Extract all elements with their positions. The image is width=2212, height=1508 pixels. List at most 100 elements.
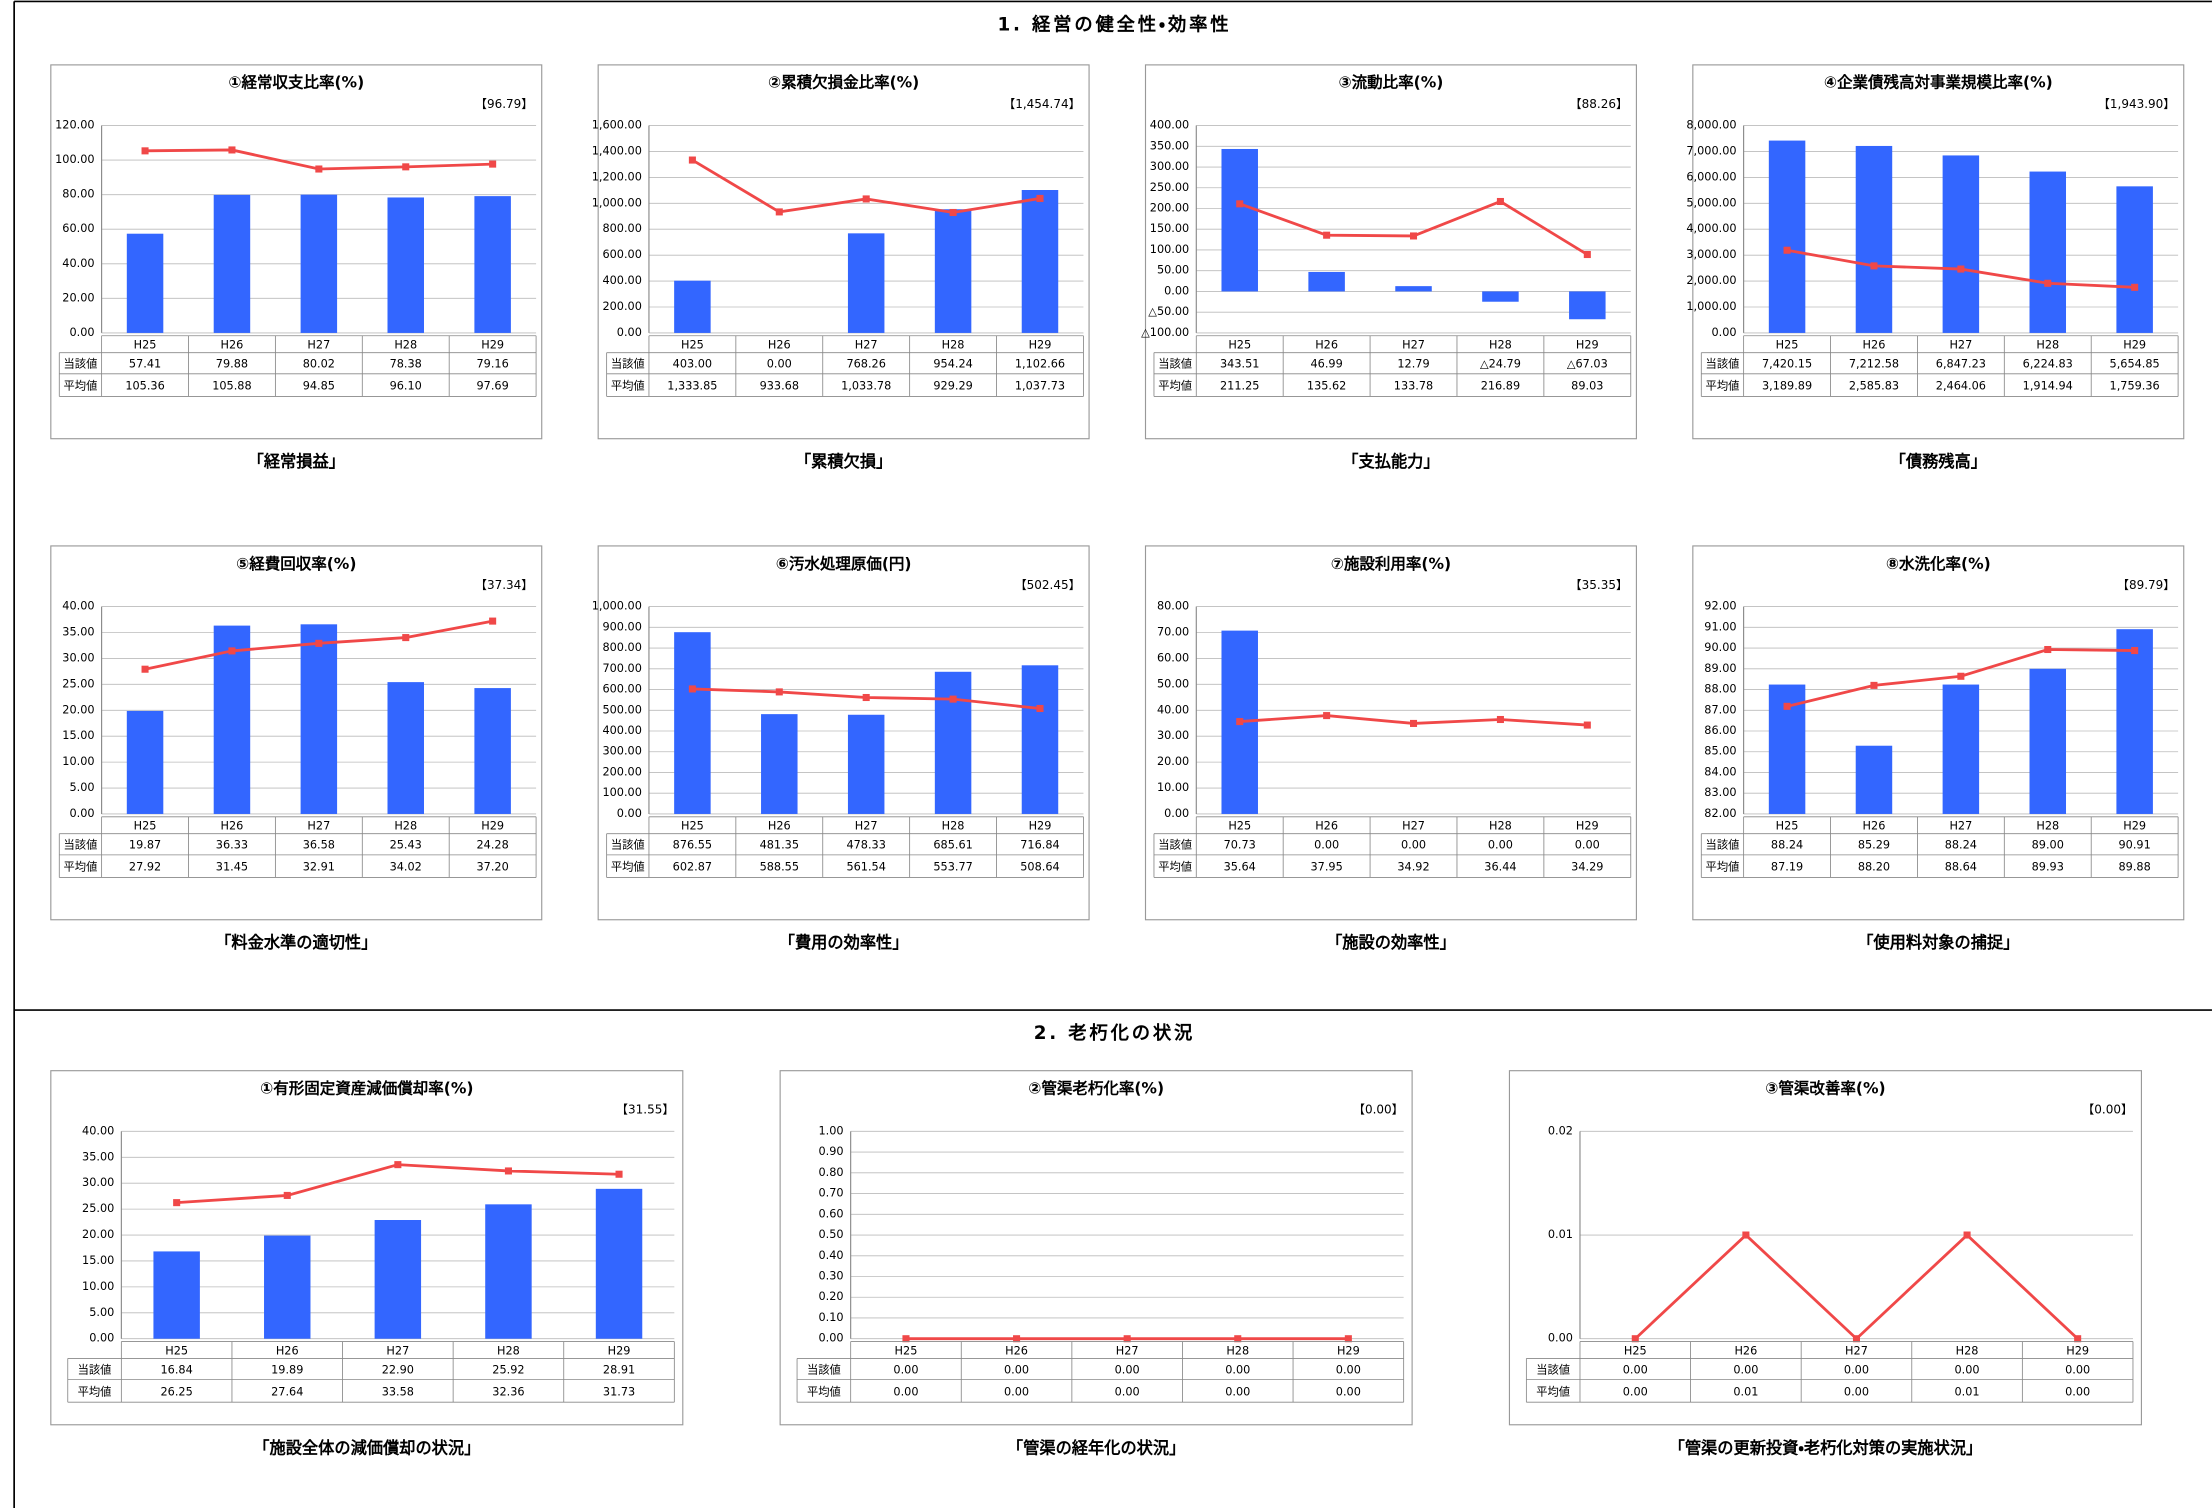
line-marker: [1583, 721, 1591, 729]
benchmark-note: 【35.35】: [1570, 578, 1628, 592]
y-tick-label: 91.00: [1704, 620, 1736, 633]
y-tick-label: 0.00: [69, 807, 94, 820]
table-value: 0.00: [1488, 839, 1513, 852]
y-tick-label: 400.00: [602, 724, 641, 737]
y-tick-label: 10.00: [1157, 781, 1189, 794]
bar: [126, 710, 164, 814]
line-marker: [402, 163, 410, 171]
bar: [474, 688, 511, 814]
line-marker: [2044, 645, 2052, 654]
x-tick-label: H25: [1776, 820, 1799, 833]
line-marker: [949, 695, 957, 703]
bar: [1482, 291, 1519, 302]
table-value: 97.69: [477, 380, 509, 393]
table-row-label: 当該値: [1158, 838, 1192, 852]
table-value: 7,212.58: [1849, 358, 1899, 371]
bar: [2116, 629, 2153, 814]
table-value: 481.35: [760, 839, 799, 852]
benchmark-note: 【1,454.74】: [1003, 97, 1080, 111]
y-tick-label: 89.00: [1704, 662, 1736, 675]
y-tick-label: △50.00: [1148, 305, 1189, 318]
chart-caption: 「管渠の更新投資・老朽化対策の実施状況」: [1669, 1438, 1983, 1457]
y-tick-label: 40.00: [62, 257, 94, 270]
table-row-label: 平均値: [64, 860, 98, 874]
benchmark-note: 【89.79】: [2117, 578, 2175, 592]
x-tick-label: H25: [1776, 339, 1799, 352]
x-tick-label: H27: [1949, 339, 1972, 352]
y-tick-label: 83.00: [1704, 786, 1736, 799]
y-tick-label: 600.00: [602, 248, 641, 261]
x-tick-label: H29: [1029, 820, 1052, 833]
line-marker: [1957, 672, 1965, 680]
table-value: 0.00: [1401, 839, 1426, 852]
table-value: 27.64: [271, 1385, 303, 1398]
line-marker: [1013, 1335, 1021, 1343]
x-tick-label: H25: [134, 339, 157, 352]
line-marker: [1852, 1335, 1860, 1343]
y-tick-label: 92.00: [1704, 600, 1736, 613]
y-tick-label: 40.00: [82, 1124, 114, 1137]
y-tick-label: 300.00: [1150, 160, 1189, 173]
y-tick-label: 0.00: [819, 1332, 844, 1345]
table-value: 933.68: [760, 380, 799, 393]
chart-caption: 「債務残高」: [1890, 452, 1987, 471]
bar: [153, 1251, 200, 1339]
y-tick-label: 80.00: [1157, 600, 1189, 613]
y-tick-label: 0.60: [819, 1207, 844, 1220]
y-tick-label: 84.00: [1704, 765, 1736, 778]
table-value: 403.00: [673, 358, 712, 371]
table-value: 876.55: [673, 839, 712, 852]
table-value: 588.55: [760, 861, 799, 874]
x-tick-label: H25: [1624, 1344, 1647, 1357]
y-tick-label: 400.00: [602, 274, 641, 287]
y-tick-label: 100.00: [602, 786, 641, 799]
y-tick-label: 0.00: [617, 807, 642, 820]
section-title: 2. 老朽化の状況: [1034, 1022, 1195, 1044]
line-marker: [1583, 250, 1591, 259]
table-value: 19.89: [271, 1363, 303, 1376]
y-tick-label: 90.00: [1704, 641, 1736, 654]
table-row-label: 当該値: [1536, 1362, 1570, 1376]
table-value: 0.00: [1004, 1363, 1029, 1376]
table-row-label: 当該値: [64, 357, 98, 371]
x-tick-label: H28: [1956, 1344, 1979, 1357]
y-tick-label: 150.00: [1150, 222, 1189, 235]
x-tick-label: H26: [768, 339, 791, 352]
chart-panel: [597, 64, 1090, 440]
x-tick-label: H29: [2123, 339, 2146, 352]
table-value: 31.73: [603, 1385, 635, 1398]
bar: [1221, 148, 1258, 292]
y-tick-label: 30.00: [82, 1176, 114, 1189]
chart-title: ③管渠改善率(%): [1765, 1079, 1885, 1098]
line-marker: [2131, 647, 2139, 655]
table-value: 28.91: [603, 1363, 635, 1376]
table-value: 135.62: [1307, 380, 1346, 393]
line-marker: [1783, 246, 1791, 254]
table-row-label: 当該値: [1158, 357, 1192, 371]
bar: [2116, 186, 2153, 333]
table-value: 105.88: [212, 380, 251, 393]
y-tick-label: 35.00: [62, 626, 94, 639]
y-tick-label: 700.00: [602, 662, 641, 675]
y-tick-label: 30.00: [1157, 729, 1189, 742]
y-tick-label: 0.30: [819, 1270, 844, 1283]
table-value: 1,102.66: [1015, 358, 1065, 371]
table-value: 0.00: [1623, 1385, 1648, 1398]
table-value: 26.25: [161, 1385, 193, 1398]
benchmark-note: 【31.55】: [616, 1103, 674, 1117]
y-tick-label: 20.00: [62, 703, 94, 716]
line-marker: [862, 693, 870, 702]
table-value: 0.00: [1575, 839, 1600, 852]
table-value: 716.84: [1020, 839, 1059, 852]
y-tick-label: 1,600.00: [592, 119, 642, 132]
table-value: 0.00: [767, 358, 792, 371]
table-value: 216.89: [1481, 380, 1520, 393]
table-value: 0.00: [2065, 1363, 2090, 1376]
table-value: 954.24: [933, 358, 972, 371]
x-tick-label: H29: [1576, 339, 1599, 352]
line-marker: [283, 1191, 291, 1199]
y-tick-label: 2,000.00: [1686, 274, 1736, 287]
table-value: 553.77: [933, 861, 972, 874]
y-tick-label: 7,000.00: [1686, 144, 1736, 157]
line-marker: [1036, 704, 1044, 713]
